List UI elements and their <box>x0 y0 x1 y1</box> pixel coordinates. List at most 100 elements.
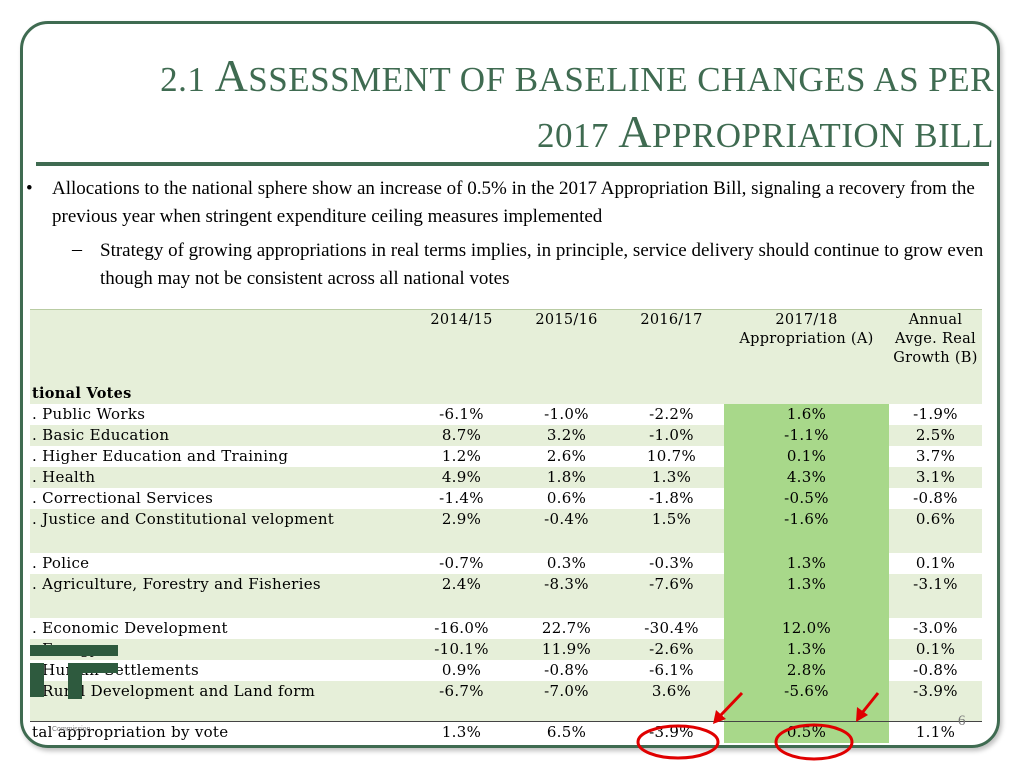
table-cell: 0.6% <box>889 509 982 553</box>
table-row: . Justice and Constitutional velopment 2… <box>30 509 982 553</box>
table-cell: 0.1% <box>724 446 889 467</box>
table-cell: 0.5% <box>724 720 889 743</box>
table-cell: 10.7% <box>646 447 697 465</box>
bullet-icon: • <box>26 178 33 199</box>
table-cell: -2.2% <box>649 405 694 423</box>
table-cell: -3.0% <box>913 619 958 637</box>
table-cell: -1.0% <box>619 425 724 446</box>
table-cell: -0.5% <box>724 488 889 509</box>
bullet-point: • Allocations to the national sphere show… <box>24 175 994 231</box>
table-cell: 8.7% <box>409 425 514 446</box>
table-cell: 1.3% <box>724 639 889 660</box>
table-cell: -7.0% <box>514 681 619 721</box>
sub-bullet-text: Strategy of growing appropriations in re… <box>100 240 984 289</box>
vote-name: . Higher Education and Training <box>32 447 289 465</box>
title-line-1: 2.1 ASSESSMENT OF BASELINE CHANGES AS PE… <box>94 50 994 106</box>
table-cell: -30.4% <box>644 619 699 637</box>
growth-table-container: tional Votes 2014/15 2015/16 2016/17 201… <box>30 309 990 754</box>
table-cell: 2.6% <box>546 447 587 465</box>
table-cell: -6.7% <box>409 681 514 721</box>
dash-icon: – <box>72 238 82 260</box>
table-cell: -0.8% <box>913 489 958 507</box>
table-cell: -6.1% <box>439 405 484 423</box>
table-row: . Correctional Services -1.4% 0.6% -1.8%… <box>30 488 982 509</box>
column-header: tional Votes <box>30 309 409 404</box>
table-cell: 3.7% <box>915 447 956 465</box>
slide-title: 2.1 ASSESSMENT OF BASELINE CHANGES AS PE… <box>94 50 994 162</box>
table-cell: -0.8% <box>913 661 958 679</box>
page-number: 6 <box>958 713 966 729</box>
table-row: . Police -0.7% 0.3% -0.3% 1.3% 0.1% <box>30 553 982 574</box>
vote-name: . Justice and Constitutional velopment <box>30 509 409 553</box>
table-cell: -16.0% <box>434 619 489 637</box>
table-row: . Energy -10.1% 11.9% -2.6% 1.3% 0.1% <box>30 639 982 660</box>
table-cell: -3.1% <box>889 574 982 618</box>
column-header: Annual Avge. Real Growth (B) <box>889 309 982 404</box>
table-cell: -8.3% <box>514 574 619 618</box>
table-cell: 1.5% <box>619 509 724 553</box>
table-cell: 1.6% <box>724 404 889 425</box>
bullet-text: Allocations to the national sphere show … <box>52 178 975 227</box>
table-cell: 3.6% <box>619 681 724 721</box>
table-cell: -0.3% <box>649 554 694 572</box>
vote-name: . Rural Development and Land form <box>30 681 409 721</box>
table-cell: -1.9% <box>913 405 958 423</box>
table-row: . Human Settlements 0.9% -0.8% -6.1% 2.8… <box>30 660 982 681</box>
table-cell: 1.3% <box>724 553 889 574</box>
table-cell: 4.3% <box>724 467 889 488</box>
table-cell: -2.6% <box>619 639 724 660</box>
vote-name: . Economic Development <box>32 619 228 637</box>
column-header: 2016/17 <box>619 309 724 404</box>
table-cell: 22.7% <box>541 619 592 637</box>
table-cell: -10.1% <box>409 639 514 660</box>
table-cell: -1.6% <box>724 509 889 553</box>
vote-name: . Basic Education <box>30 425 409 446</box>
highlight-circle <box>774 723 854 761</box>
table-row: . Public Works -6.1% -1.0% -2.2% 1.6% -1… <box>30 404 982 425</box>
title-divider <box>36 162 989 166</box>
table-cell: -7.6% <box>619 574 724 618</box>
logo-caption: Commission <box>52 726 91 733</box>
vote-name: . Police <box>32 554 90 572</box>
table-cell: 0.1% <box>889 639 982 660</box>
table-header-row: tional Votes 2014/15 2015/16 2016/17 201… <box>30 309 982 404</box>
table-cell: 2.8% <box>724 660 889 681</box>
table-cell: -1.1% <box>724 425 889 446</box>
highlight-circle <box>636 724 720 760</box>
table-cell: -1.0% <box>544 405 589 423</box>
table-cell: -0.4% <box>514 509 619 553</box>
vote-name: tal appropriation by vote <box>30 720 409 743</box>
column-header: 2015/16 <box>514 309 619 404</box>
table-cell: -3.9% <box>889 681 982 721</box>
vote-name: . Public Works <box>32 405 146 423</box>
table-cell: 1.3% <box>619 467 724 488</box>
table-cell: 1.3% <box>724 574 889 618</box>
table-cell: 1.1% <box>889 720 982 743</box>
table-cell: 0.3% <box>546 554 587 572</box>
vote-name: . Agriculture, Forestry and Fisheries <box>30 574 409 618</box>
table-row: . Health 4.9% 1.8% 1.3% 4.3% 3.1% <box>30 467 982 488</box>
table-row: . Agriculture, Forestry and Fisheries 2.… <box>30 574 982 618</box>
table-cell: 0.6% <box>546 489 587 507</box>
arrow-icon <box>856 692 880 722</box>
table-cell: 2.4% <box>409 574 514 618</box>
table-cell: -0.8% <box>544 661 589 679</box>
table-row: . Basic Education 8.7% 3.2% -1.0% -1.1% … <box>30 425 982 446</box>
table-cell: 3.1% <box>889 467 982 488</box>
column-header: 2017/18 Appropriation (A) <box>724 309 889 404</box>
table-cell: 12.0% <box>724 618 889 639</box>
table-cell: 1.2% <box>441 447 482 465</box>
slide-frame <box>20 21 1000 748</box>
table-row: . Higher Education and Training 1.2% 2.6… <box>30 446 982 467</box>
title-line-1-rest: SSESSMENT OF BASELINE CHANGES AS PER <box>248 60 994 99</box>
title-line-1-cap: 2.1 A <box>160 50 249 101</box>
vote-name: . Correctional Services <box>32 489 214 507</box>
table-cell: -0.7% <box>439 554 484 572</box>
table-cell: 11.9% <box>514 639 619 660</box>
commission-logo <box>30 645 122 700</box>
table-cell: -6.1% <box>649 661 694 679</box>
sub-bullet-point: – Strategy of growing appropriations in r… <box>24 237 994 293</box>
title-line-2-rest: PPROPRIATION BILL <box>651 116 994 155</box>
title-line-2: 2017 APPROPRIATION BILL <box>94 106 994 162</box>
